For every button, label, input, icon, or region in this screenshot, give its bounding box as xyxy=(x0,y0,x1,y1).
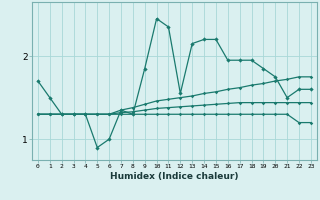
X-axis label: Humidex (Indice chaleur): Humidex (Indice chaleur) xyxy=(110,172,239,181)
